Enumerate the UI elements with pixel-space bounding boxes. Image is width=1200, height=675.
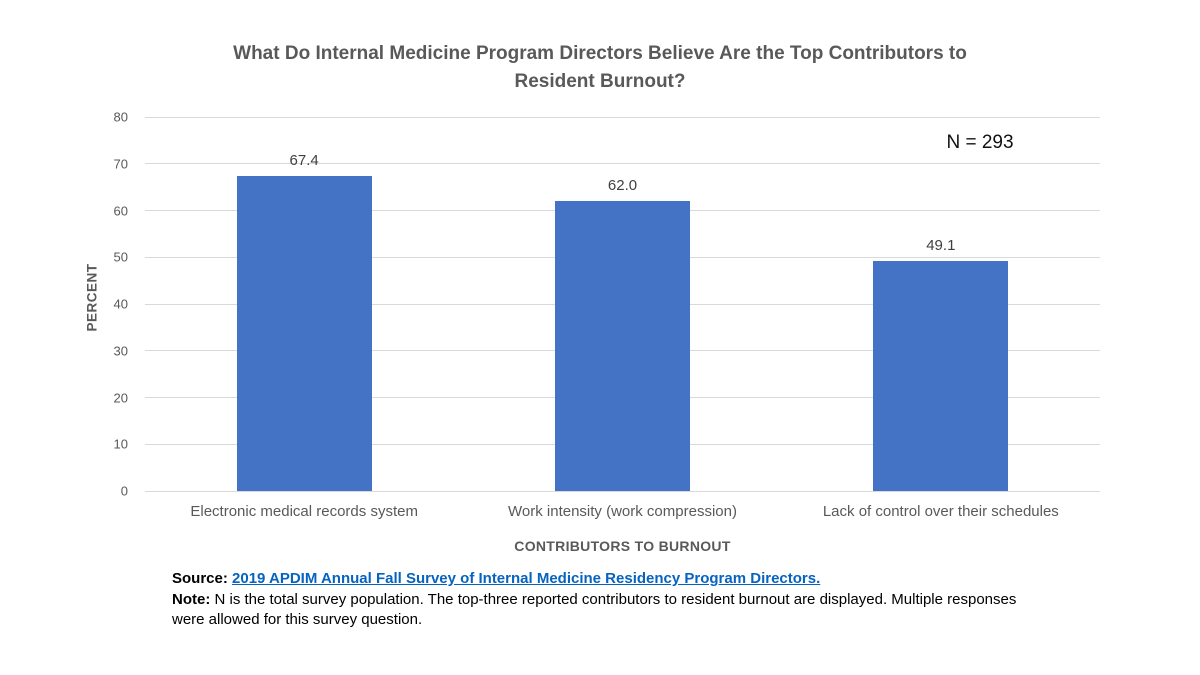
y-tick-label: 60 [113, 203, 128, 218]
chart-title: What Do Internal Medicine Program Direct… [233, 43, 967, 92]
x-category-label: Lack of control over their schedules [822, 503, 1059, 520]
bar-value-label: 62.0 [607, 177, 638, 195]
y-tick-label: 40 [113, 296, 128, 312]
y-tick-label: 50 [113, 249, 128, 265]
y-tick-label: 10 [113, 436, 128, 452]
gridline [145, 116, 1100, 118]
gridline [145, 490, 1100, 492]
x-category-label: Work intensity (work compression) [508, 503, 737, 520]
gridline [145, 163, 1100, 165]
source-link[interactable]: 2019 APDIM Annual Fall Survey of Interna… [232, 570, 821, 587]
note-line: Note: N is the total survey population. … [172, 590, 1030, 631]
y-tick-label: 0 [120, 483, 128, 499]
sample-size-annotation: N = 293 [946, 132, 1014, 153]
bar-2 [555, 201, 690, 491]
y-axis-tick-labels: 0 10 20 30 40 50 60 70 80 [0, 110, 138, 499]
y-tick-label: 70 [113, 156, 128, 172]
source-line: Source: 2019 APDIM Annual Fall Survey of… [172, 569, 1030, 590]
x-axis-title: CONTRIBUTORS TO BURNOUT [514, 538, 731, 554]
bar-1 [236, 175, 372, 491]
y-tick-label: 20 [113, 390, 128, 405]
x-axis-category-labels: Electronic medical records system Work in… [145, 503, 1100, 525]
y-tick-label: 30 [113, 343, 128, 359]
bar-value-label: 49.1 [926, 237, 956, 255]
plot-area: 67.4 62.0 49.1 [145, 116, 1100, 492]
x-category-label: Electronic medical records system [190, 503, 418, 520]
source-label: Source: [172, 570, 228, 587]
note-label: Note: [172, 590, 211, 608]
note-text: N is the total survey population. The to… [172, 590, 1017, 629]
bar-3 [873, 261, 1009, 491]
y-tick-label: 80 [113, 109, 128, 125]
footer-notes: Source: 2019 APDIM Annual Fall Survey of… [172, 569, 1030, 631]
bar-value-label: 67.4 [289, 151, 319, 169]
